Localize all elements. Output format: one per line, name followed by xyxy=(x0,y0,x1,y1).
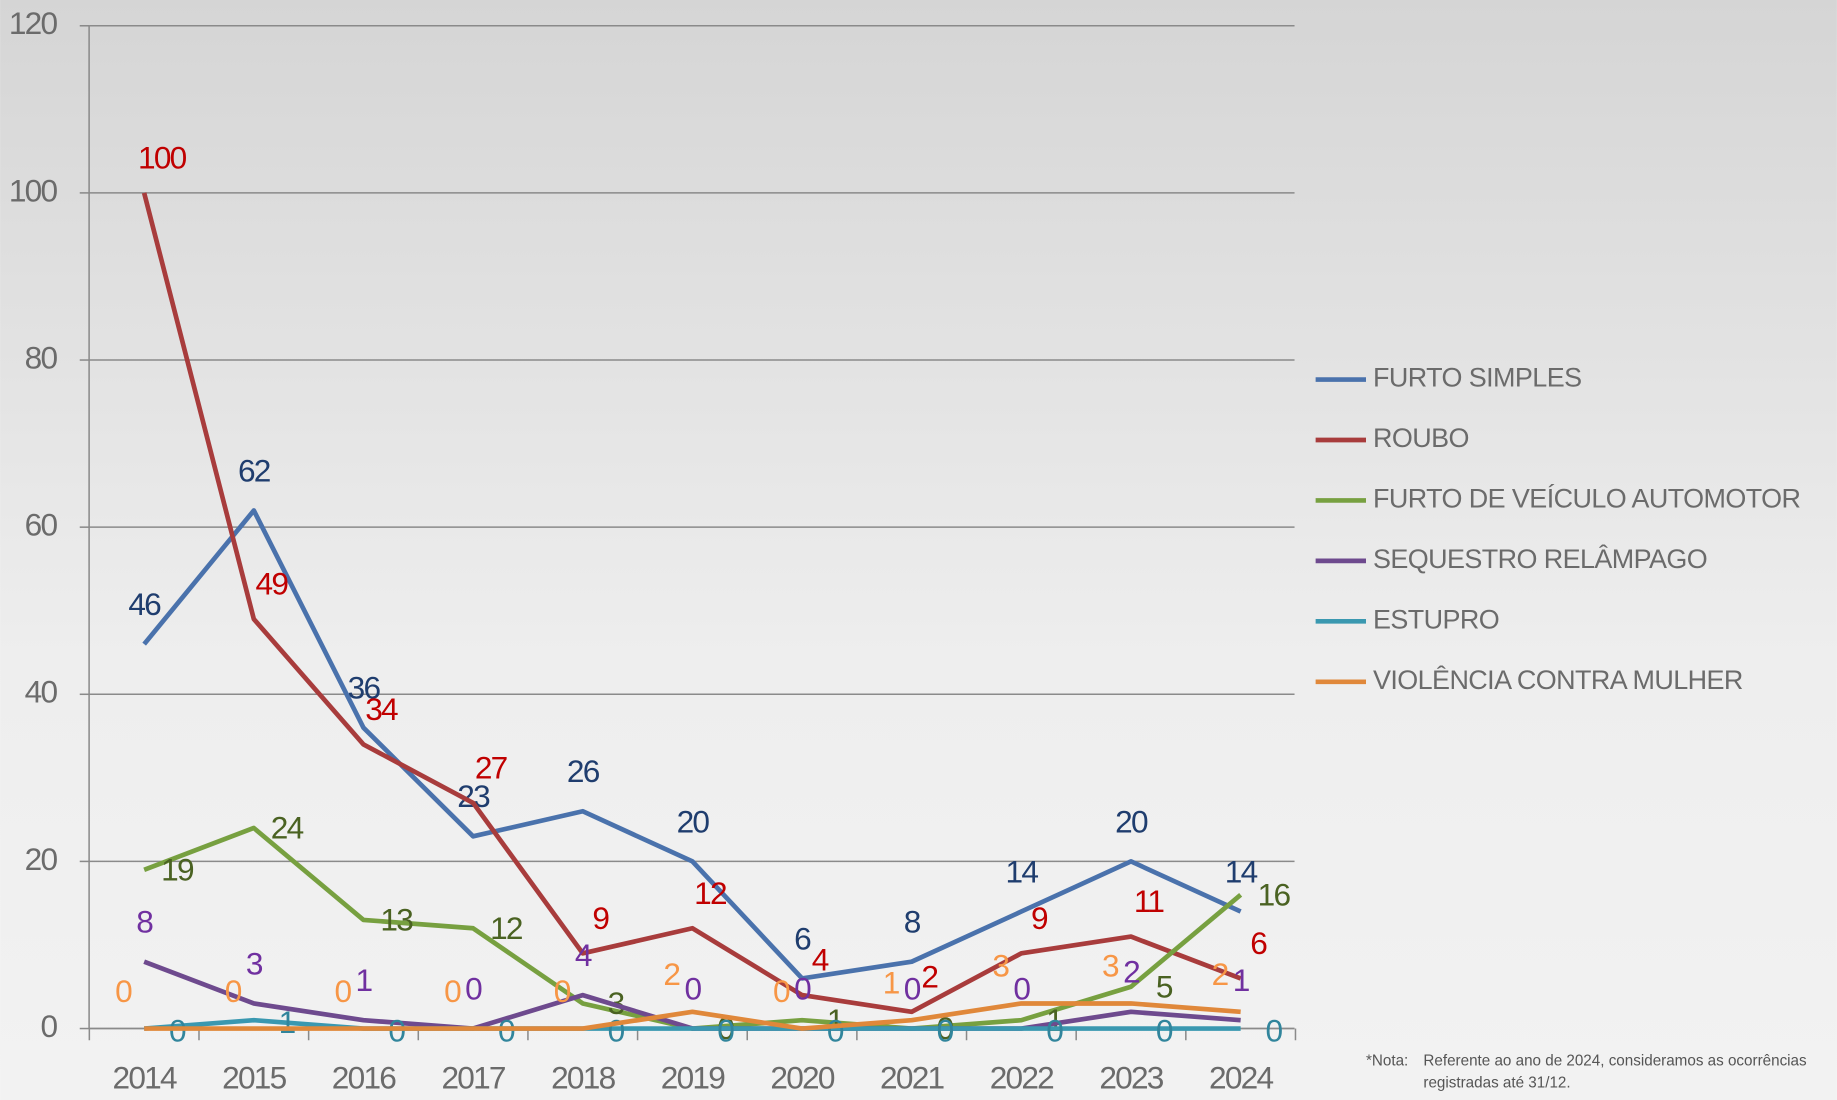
data-label: 2 xyxy=(663,956,679,992)
data-label: 4 xyxy=(575,937,592,973)
data-label: 11 xyxy=(1134,883,1164,919)
legend-label: ESTUPRO xyxy=(1373,604,1499,634)
data-label: 8 xyxy=(904,904,921,940)
series-line xyxy=(141,192,1242,1015)
legend-label: FURTO SIMPLES xyxy=(1373,363,1581,393)
x-tick-label: 2021 xyxy=(880,1059,944,1095)
data-label: 14 xyxy=(1006,853,1039,889)
y-tick-label: 120 xyxy=(9,5,58,41)
x-tick-label: 2022 xyxy=(990,1059,1053,1095)
data-label: 0 xyxy=(444,973,461,1009)
data-label: 3 xyxy=(246,945,263,981)
note-line: Referente ao ano de 2024, consideramos a… xyxy=(1423,1052,1807,1069)
data-label: 2 xyxy=(921,958,937,994)
data-label: 0 xyxy=(773,973,790,1009)
data-label: 1 xyxy=(279,1004,296,1040)
data-label: 1 xyxy=(883,964,900,1000)
data-label: 2 xyxy=(1123,954,1139,990)
note-label: *Nota: xyxy=(1366,1052,1408,1069)
data-label: 0 xyxy=(554,973,571,1009)
data-label: 0 xyxy=(827,1013,844,1049)
data-label: 0 xyxy=(904,970,921,1006)
series-line xyxy=(142,508,1242,981)
data-label: 0 xyxy=(717,1013,734,1049)
data-label: 2 xyxy=(1212,956,1228,992)
data-label: 0 xyxy=(465,970,482,1006)
data-label: 24 xyxy=(271,810,304,846)
note-line: registradas até 31/12. xyxy=(1423,1075,1570,1092)
data-label: 34 xyxy=(365,691,398,727)
y-tick-label: 20 xyxy=(25,841,58,877)
x-tick-label: 2016 xyxy=(332,1059,396,1095)
data-label: 26 xyxy=(567,753,600,789)
data-label: 12 xyxy=(490,910,522,946)
data-label: 16 xyxy=(1258,877,1291,913)
x-tick-label: 2015 xyxy=(222,1059,286,1095)
legend-label: VIOLÊNCIA CONTRA MULHER xyxy=(1373,664,1743,695)
data-label: 46 xyxy=(128,586,161,622)
x-tick-label: 2020 xyxy=(770,1059,834,1095)
data-label: 0 xyxy=(794,970,811,1006)
data-label: 0 xyxy=(1013,970,1030,1006)
x-tick-label: 2023 xyxy=(1099,1059,1163,1095)
data-label: 9 xyxy=(592,900,609,936)
data-label: 49 xyxy=(256,566,289,602)
data-label: 0 xyxy=(684,970,701,1006)
data-label: 6 xyxy=(794,920,811,956)
x-tick-label: 2024 xyxy=(1209,1059,1273,1095)
data-label: 4 xyxy=(812,942,829,978)
data-label: 1 xyxy=(1233,962,1250,998)
y-tick-label: 100 xyxy=(9,172,58,208)
y-tick-label: 0 xyxy=(40,1008,57,1044)
data-label: 3 xyxy=(992,948,1009,984)
data-label: 100 xyxy=(138,139,187,175)
data-label: 27 xyxy=(475,749,507,785)
x-tick-label: 2019 xyxy=(661,1059,725,1095)
data-label: 5 xyxy=(1156,968,1173,1004)
legend-label: FURTO DE VEÍCULO AUTOMOTOR xyxy=(1373,484,1800,514)
data-label: 3 xyxy=(1102,948,1119,984)
legend-label: SEQUESTRO RELÂMPAGO xyxy=(1373,543,1707,574)
data-label: 0 xyxy=(334,973,351,1009)
data-label: 62 xyxy=(238,452,270,488)
data-label: 0 xyxy=(937,1013,954,1049)
data-label: 13 xyxy=(380,902,413,938)
data-label: 0 xyxy=(115,973,132,1009)
y-tick-label: 40 xyxy=(25,674,58,710)
legend-label: ROUBO xyxy=(1373,423,1469,453)
series-line xyxy=(144,1001,1241,1031)
data-label: 6 xyxy=(1250,925,1267,961)
data-label: 14 xyxy=(1225,853,1258,889)
data-label: 20 xyxy=(1115,803,1148,839)
data-label: 19 xyxy=(161,851,194,887)
data-label: 0 xyxy=(608,1013,625,1049)
data-label: 8 xyxy=(136,904,153,940)
data-label: 12 xyxy=(694,875,726,911)
data-label: 1 xyxy=(356,962,373,998)
data-label: 36 xyxy=(348,670,381,706)
y-tick-label: 60 xyxy=(25,507,58,543)
series-line xyxy=(143,1017,1241,1031)
y-tick-label: 80 xyxy=(25,339,58,375)
x-tick-label: 2014 xyxy=(113,1059,177,1095)
x-tick-label: 2018 xyxy=(551,1059,615,1095)
data-label: 20 xyxy=(677,803,710,839)
data-label: 0 xyxy=(1156,1013,1173,1049)
data-label: 9 xyxy=(1031,900,1048,936)
x-tick-label: 2017 xyxy=(441,1059,504,1095)
data-label: 0 xyxy=(1266,1013,1283,1049)
data-label: 0 xyxy=(1046,1013,1063,1049)
data-label: 0 xyxy=(225,973,242,1009)
